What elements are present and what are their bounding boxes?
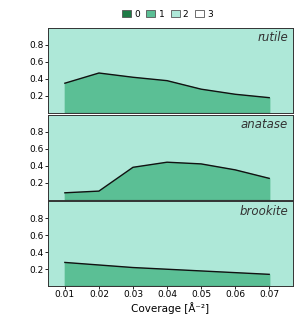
X-axis label: Coverage [Å⁻²]: Coverage [Å⁻²]: [131, 302, 210, 314]
Text: anatase: anatase: [241, 118, 288, 131]
Legend: 0, 1, 2, 3: 0, 1, 2, 3: [118, 6, 216, 22]
Text: brookite: brookite: [239, 205, 288, 218]
Text: rutile: rutile: [257, 31, 288, 44]
